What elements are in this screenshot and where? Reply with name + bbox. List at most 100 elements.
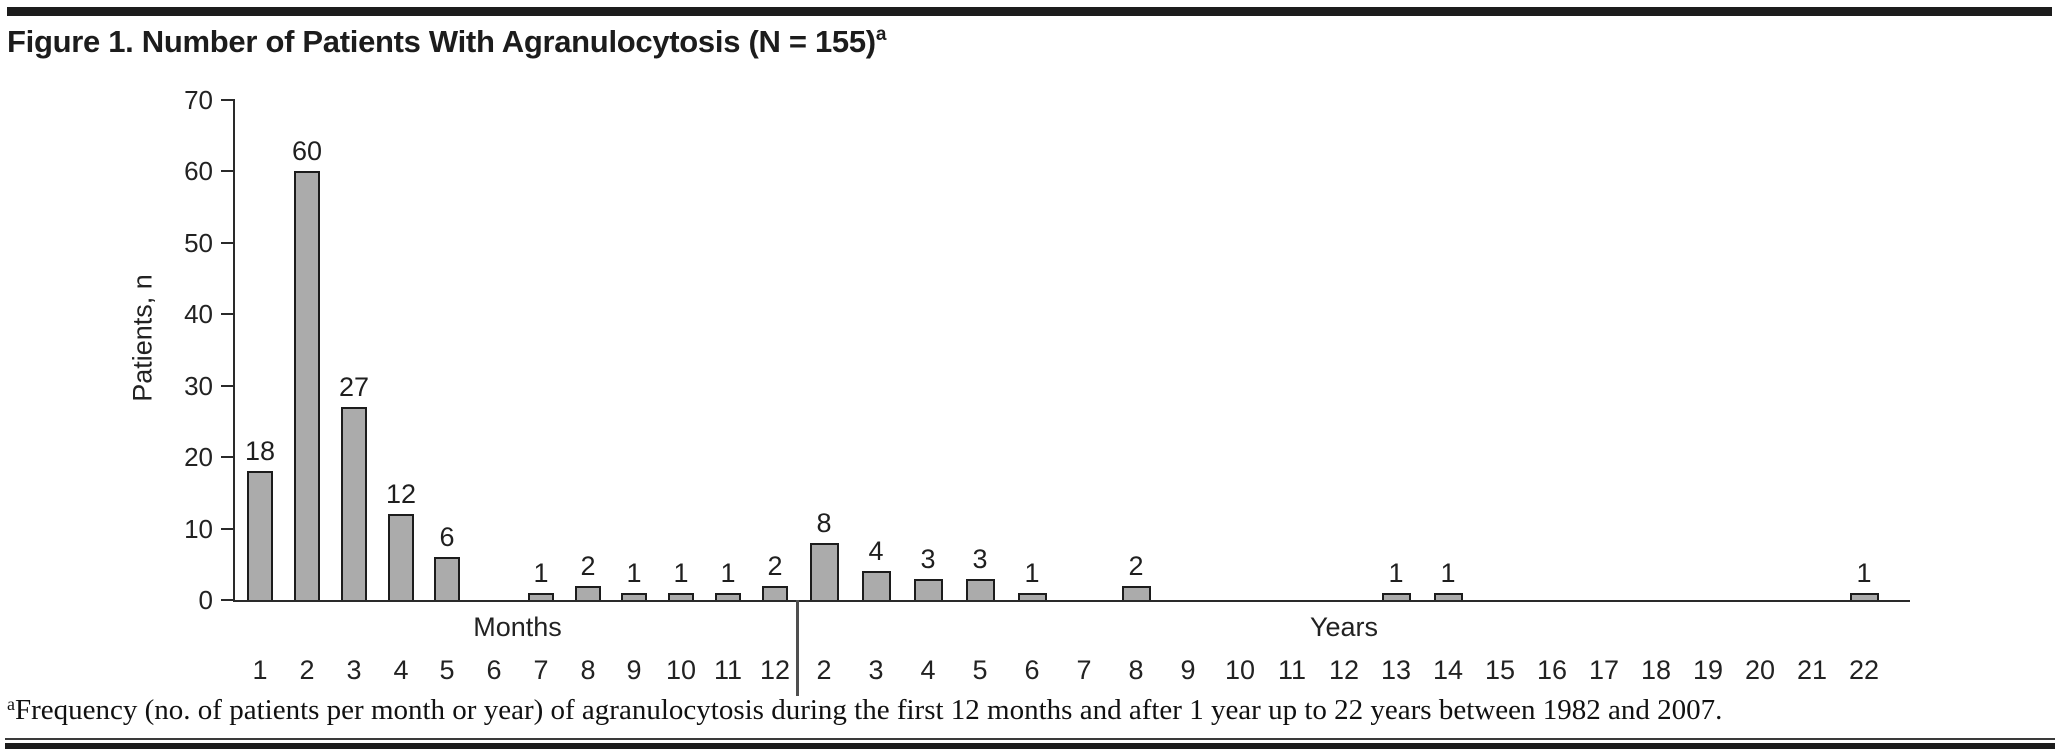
x-tick-label: 12 — [759, 655, 791, 685]
bar-value-label: 27 — [338, 372, 370, 402]
bar-value-label: 1 — [673, 558, 689, 588]
x-tick-label: 20 — [1744, 655, 1776, 685]
bar — [575, 586, 601, 600]
x-tick-label: 13 — [1380, 655, 1412, 685]
x-tick-label: 7 — [1076, 655, 1092, 685]
x-tick-label: 4 — [920, 655, 936, 685]
x-tick-label: 10 — [1224, 655, 1256, 685]
bar-value-label: 12 — [385, 479, 417, 509]
x-tick-label: 11 — [713, 655, 743, 685]
footnote-text: Frequency (no. of patients per month or … — [15, 694, 1723, 726]
axis-section-label: Years — [1309, 612, 1379, 642]
bar — [862, 571, 891, 600]
x-tick-label: 8 — [580, 655, 596, 685]
bar — [914, 579, 943, 600]
y-tick-label: 20 — [184, 442, 213, 473]
x-tick-label: 18 — [1640, 655, 1672, 685]
bar-value-label: 3 — [972, 544, 988, 574]
y-axis-line — [233, 99, 235, 602]
title-superscript: a — [875, 24, 887, 45]
x-axis-line — [233, 600, 1910, 602]
bar-value-label: 8 — [816, 508, 832, 538]
x-tick-label: 12 — [1328, 655, 1360, 685]
bar-value-label: 1 — [1388, 558, 1404, 588]
bar-value-label: 60 — [291, 136, 323, 166]
bar — [528, 593, 554, 600]
x-tick-label: 22 — [1848, 655, 1880, 685]
bar — [388, 514, 414, 600]
bottom-rule-thin — [5, 738, 2055, 740]
bar — [1850, 593, 1879, 600]
bar-value-label: 4 — [868, 536, 884, 566]
bar-value-label: 2 — [767, 551, 783, 581]
x-tick-label: 3 — [346, 655, 362, 685]
bar — [1122, 586, 1151, 600]
figure-title: Figure 1. Number of Patients With Agranu… — [7, 24, 886, 60]
x-tick-label: 5 — [439, 655, 455, 685]
x-tick-label: 11 — [1277, 655, 1307, 685]
y-tick-label: 50 — [184, 227, 213, 258]
bar-value-label: 1 — [626, 558, 642, 588]
bar-value-label: 3 — [920, 544, 936, 574]
x-tick-label: 9 — [1180, 655, 1196, 685]
y-tick-label: 30 — [184, 370, 213, 401]
x-tick-label: 1 — [252, 655, 268, 685]
x-tick-label: 2 — [816, 655, 832, 685]
y-tick-label: 10 — [184, 513, 213, 544]
y-tick — [221, 599, 233, 601]
bar — [247, 471, 273, 600]
bar-value-label: 18 — [244, 436, 276, 466]
bar — [621, 593, 647, 600]
bar-value-label: 1 — [533, 558, 549, 588]
bar — [1382, 593, 1411, 600]
figure-title-text: Figure 1. Number of Patients With Agranu… — [7, 24, 876, 59]
y-tick — [221, 384, 233, 387]
y-tick — [221, 456, 233, 459]
x-tick-label: 3 — [868, 655, 884, 685]
axis-section-label: Months — [473, 612, 562, 642]
bottom-rule-thick — [5, 743, 2055, 749]
bar-value-label: 2 — [580, 551, 596, 581]
bar-value-label: 1 — [1440, 558, 1456, 588]
y-tick — [221, 241, 233, 244]
bar — [294, 171, 320, 600]
x-tick-label: 10 — [665, 655, 697, 685]
y-tick-label: 60 — [184, 156, 213, 187]
bar — [715, 593, 741, 600]
bar — [762, 586, 788, 600]
y-tick-label: 70 — [184, 85, 213, 115]
x-tick-label: 6 — [1024, 655, 1040, 685]
x-tick-label: 4 — [393, 655, 409, 685]
bar — [341, 407, 367, 600]
bar — [434, 557, 460, 600]
x-tick-label: 8 — [1128, 655, 1144, 685]
bar-value-label: 2 — [1128, 551, 1144, 581]
x-tick-label: 5 — [972, 655, 988, 685]
x-tick-label: 16 — [1536, 655, 1568, 685]
footnote-superscript: a — [7, 694, 15, 714]
x-tick-label: 2 — [299, 655, 315, 685]
bar — [810, 543, 839, 600]
x-tick-label: 9 — [626, 655, 642, 685]
y-tick — [221, 313, 233, 316]
bar — [1018, 593, 1047, 600]
y-tick-label: 0 — [198, 585, 213, 615]
section-divider — [796, 600, 799, 696]
x-tick-label: 14 — [1432, 655, 1464, 685]
y-tick-label: 40 — [184, 299, 213, 330]
y-axis-title: Patients, n — [127, 274, 158, 402]
footnote: aFrequency (no. of patients per month or… — [7, 694, 1722, 727]
y-tick — [221, 527, 233, 530]
x-tick-label: 19 — [1692, 655, 1724, 685]
y-tick — [221, 99, 233, 101]
x-tick-label: 6 — [486, 655, 502, 685]
x-tick-label: 17 — [1588, 655, 1620, 685]
bar-value-label: 1 — [1024, 558, 1040, 588]
x-tick-label: 21 — [1796, 655, 1828, 685]
x-tick-label: 7 — [533, 655, 549, 685]
bar-value-label: 1 — [720, 558, 736, 588]
bar — [668, 593, 694, 600]
bar — [1434, 593, 1463, 600]
